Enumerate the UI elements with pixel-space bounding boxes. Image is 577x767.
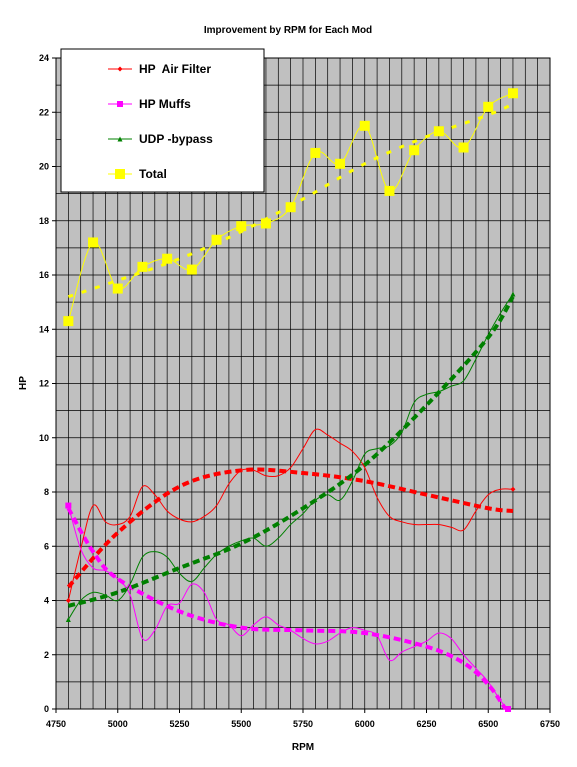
data-point bbox=[458, 142, 469, 153]
series-line bbox=[67, 428, 513, 601]
x-tick-label: 6750 bbox=[540, 719, 560, 729]
data-point bbox=[211, 234, 222, 245]
x-tick-label: 5000 bbox=[108, 719, 128, 729]
data-point bbox=[409, 145, 420, 156]
data-point bbox=[510, 291, 516, 297]
data-point bbox=[359, 120, 370, 131]
y-tick-label: 4 bbox=[44, 596, 49, 606]
data-point bbox=[505, 706, 512, 712]
legend-swatch-marker bbox=[117, 101, 123, 107]
y-tick-label: 18 bbox=[39, 216, 49, 226]
data-point bbox=[63, 316, 74, 327]
legend-box bbox=[60, 48, 265, 193]
data-point bbox=[384, 185, 395, 196]
x-tick-label: 6250 bbox=[416, 719, 436, 729]
x-axis-ticks: 4750 5000 5250 5500 5750 6000 6250 6500 6750 bbox=[46, 709, 560, 729]
data-point bbox=[65, 502, 72, 509]
data-point bbox=[65, 616, 71, 622]
series-markers bbox=[63, 88, 518, 712]
legend-entry-label: UDP -bypass bbox=[139, 132, 213, 146]
y-tick-label: 22 bbox=[39, 107, 49, 117]
data-point bbox=[236, 221, 247, 232]
y-tick-label: 0 bbox=[44, 704, 49, 714]
data-point bbox=[310, 147, 321, 158]
y-tick-label: 24 bbox=[39, 53, 49, 63]
trend-line bbox=[67, 295, 515, 608]
x-tick-label: 6500 bbox=[478, 719, 498, 729]
y-tick-label: 16 bbox=[39, 270, 49, 280]
legend-swatch-marker bbox=[117, 136, 123, 142]
data-point bbox=[335, 158, 346, 169]
y-tick-label: 8 bbox=[44, 487, 49, 497]
legend: HP Air Filter HP Muffs UDP -bypass Total bbox=[60, 48, 265, 193]
y-tick-label: 2 bbox=[44, 650, 49, 660]
legend-swatch-marker bbox=[117, 66, 123, 72]
data-point bbox=[162, 253, 173, 264]
data-point bbox=[483, 101, 494, 112]
trend-line bbox=[67, 102, 514, 299]
x-tick-label: 5750 bbox=[293, 719, 313, 729]
data-point bbox=[507, 88, 518, 99]
y-tick-label: 20 bbox=[39, 162, 49, 172]
y-tick-label: 6 bbox=[44, 541, 49, 551]
legend-entry-label: HP Muffs bbox=[139, 97, 191, 111]
legend-swatch-marker bbox=[115, 169, 125, 179]
data-point bbox=[260, 218, 271, 229]
data-point bbox=[510, 486, 516, 492]
data-point bbox=[88, 237, 99, 248]
legend-entry-label: HP Air Filter bbox=[139, 62, 211, 76]
y-axis-label: HP bbox=[18, 376, 29, 390]
x-tick-label: 5250 bbox=[169, 719, 189, 729]
data-point bbox=[137, 261, 148, 272]
trend-line bbox=[66, 507, 508, 711]
x-axis-label: RPM bbox=[292, 742, 314, 753]
x-tick-label: 5500 bbox=[231, 719, 251, 729]
data-point bbox=[285, 202, 296, 213]
data-point bbox=[112, 283, 123, 294]
chart-title: Improvement by RPM for Each Mod bbox=[204, 25, 372, 36]
y-tick-label: 14 bbox=[39, 324, 49, 334]
data-point bbox=[65, 598, 71, 603]
x-tick-label: 6000 bbox=[355, 719, 375, 729]
y-tick-label: 12 bbox=[39, 379, 49, 389]
trend-line bbox=[66, 467, 514, 589]
series-line bbox=[67, 293, 514, 620]
legend-entry-label: Total bbox=[139, 167, 167, 181]
y-tick-label: 10 bbox=[39, 433, 49, 443]
trend-lines bbox=[66, 102, 515, 711]
horizontal-gridlines bbox=[56, 84, 550, 683]
data-point bbox=[186, 264, 197, 275]
series-line bbox=[67, 505, 509, 710]
x-tick-label: 4750 bbox=[46, 719, 66, 729]
data-point bbox=[433, 126, 444, 137]
